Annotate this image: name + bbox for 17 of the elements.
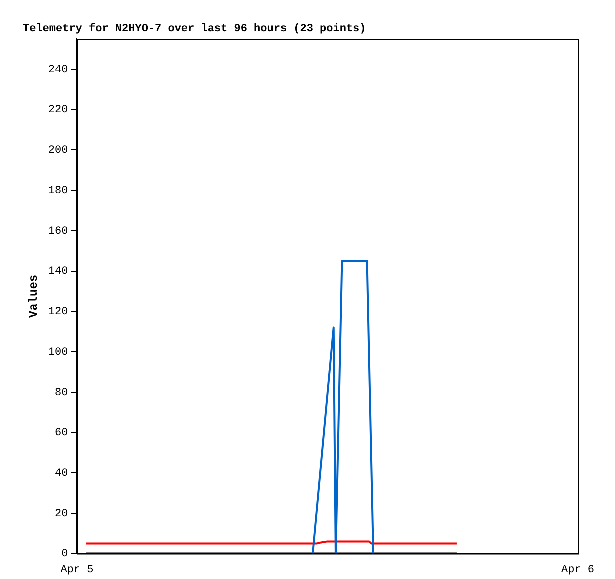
y-tick-label: 200 (48, 145, 68, 158)
y-axis-title: Values (27, 274, 42, 318)
y-tick-label: 0 (62, 548, 68, 561)
y-tick-label: 220 (48, 104, 68, 117)
y-tick-label: 20 (55, 508, 68, 520)
x-tick-label: Apr 5 (60, 564, 94, 576)
y-tick-label: 160 (48, 226, 68, 238)
y-tick-label: 140 (48, 266, 68, 278)
y-tick-label: 60 (55, 428, 68, 440)
y-tick-label: 180 (48, 185, 68, 198)
y-tick-label: 120 (48, 306, 68, 319)
chart-title: Telemetry for N2HYO-7 over last 96 hours (23 points) (23, 22, 366, 36)
x-tick-label: Apr 6 (561, 564, 595, 576)
y-tick-label: 40 (55, 468, 68, 480)
y-tick-label: 80 (55, 387, 68, 400)
y-tick-label: 240 (48, 64, 68, 76)
y-tick-label: 100 (48, 346, 68, 359)
